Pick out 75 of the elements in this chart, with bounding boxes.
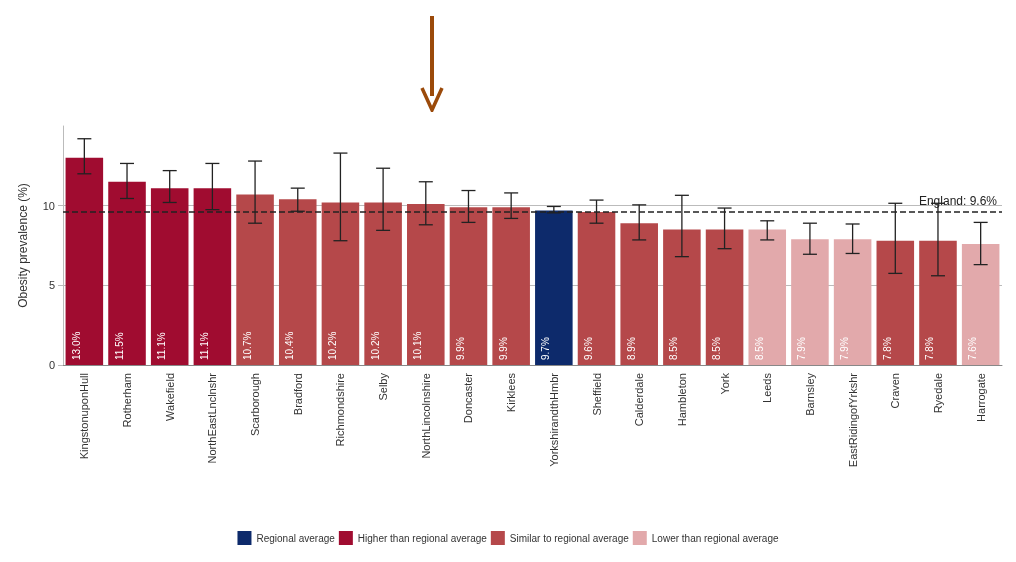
y-tick-label: 0 [48, 359, 55, 371]
data-label: 10.4% [284, 331, 296, 360]
bar [193, 188, 232, 365]
data-label: 7.9% [796, 337, 808, 360]
x-tick-label: Craven [889, 373, 902, 409]
x-tick-label: Sheffield [590, 373, 603, 416]
bar [65, 157, 104, 365]
x-tick-label: Bradford [291, 373, 304, 416]
x-tick-label: Leeds [761, 372, 774, 403]
x-tick-label: Doncaster [462, 372, 475, 424]
bar [535, 210, 573, 365]
data-label: 11.1% [198, 332, 210, 360]
data-label: 9.9% [454, 337, 466, 360]
data-label: 10.2% [369, 331, 381, 360]
data-label: 7.9% [839, 337, 851, 360]
x-tick-label: Harrogate [974, 373, 987, 422]
legend-label: Lower than regional average [651, 532, 779, 544]
data-label: 8.5% [753, 337, 765, 360]
data-label: 10.7% [241, 331, 253, 360]
x-tick-label: EastRidingofYrkshr [846, 372, 859, 468]
bar [833, 239, 872, 365]
bar [278, 199, 317, 365]
bar [876, 240, 915, 365]
y-tick-label: 5 [48, 279, 55, 292]
data-label: 9.9% [497, 337, 509, 360]
legend-label: Higher than regional average [357, 532, 488, 544]
data-label: 10.2% [326, 331, 338, 360]
bar [663, 229, 701, 365]
bar [492, 207, 530, 365]
legend-label: Regional average [256, 532, 336, 544]
x-tick-label: Selby [377, 372, 390, 401]
data-label: 9.6% [583, 337, 595, 360]
x-tick-label: Scarborough [249, 373, 262, 436]
x-tick-label: KingstonuponHull [78, 373, 91, 460]
x-tick-label: NorthLincolnshire [419, 373, 432, 459]
x-tick-label: Kirklees [505, 372, 518, 413]
bar [577, 212, 616, 365]
data-label: 7.8% [924, 337, 936, 360]
x-tick-label: York [718, 372, 731, 395]
legend-label: Similar to regional average [509, 532, 630, 544]
data-label: 11.5% [113, 332, 125, 360]
data-label: 8.5% [711, 337, 723, 360]
y-axis-title: Obesity prevalence (%) [16, 183, 30, 308]
bar [321, 202, 360, 365]
ref-line-label: England: 9.6% [918, 194, 998, 209]
x-tick-label: Ryedale [931, 373, 944, 414]
x-tick-label: Barnsley [803, 372, 816, 416]
x-tick-label: Calderdale [633, 373, 646, 427]
x-tick-label: Rotherham [121, 373, 134, 428]
x-tick-label: Richmondshire [334, 373, 347, 447]
bar [620, 223, 658, 365]
bar [705, 229, 744, 365]
bar [791, 239, 829, 365]
data-label: 7.8% [881, 337, 893, 360]
data-label: 11.1% [156, 332, 168, 360]
x-tick-label: NorthEastLnclnshr [206, 372, 219, 464]
x-tick-label: Wakefield [163, 373, 176, 421]
bar [236, 194, 274, 365]
bar [449, 207, 488, 365]
data-label: 8.5% [668, 337, 680, 360]
bar [748, 229, 787, 365]
bar [919, 240, 957, 365]
x-tick-label: Hambleton [675, 373, 688, 427]
data-label: 8.9% [625, 337, 637, 360]
data-label: 7.6% [967, 337, 979, 360]
data-label: 13.0% [70, 331, 82, 360]
data-label: 9.7% [540, 337, 552, 360]
x-tick-label: YorkshirandthHmbr [547, 372, 560, 467]
bar [407, 204, 445, 365]
data-label: 10.1% [412, 331, 424, 360]
bar [961, 243, 1000, 365]
bar [364, 202, 402, 365]
bar [150, 188, 189, 365]
y-tick-label: 10 [42, 199, 55, 212]
bar [108, 181, 146, 365]
